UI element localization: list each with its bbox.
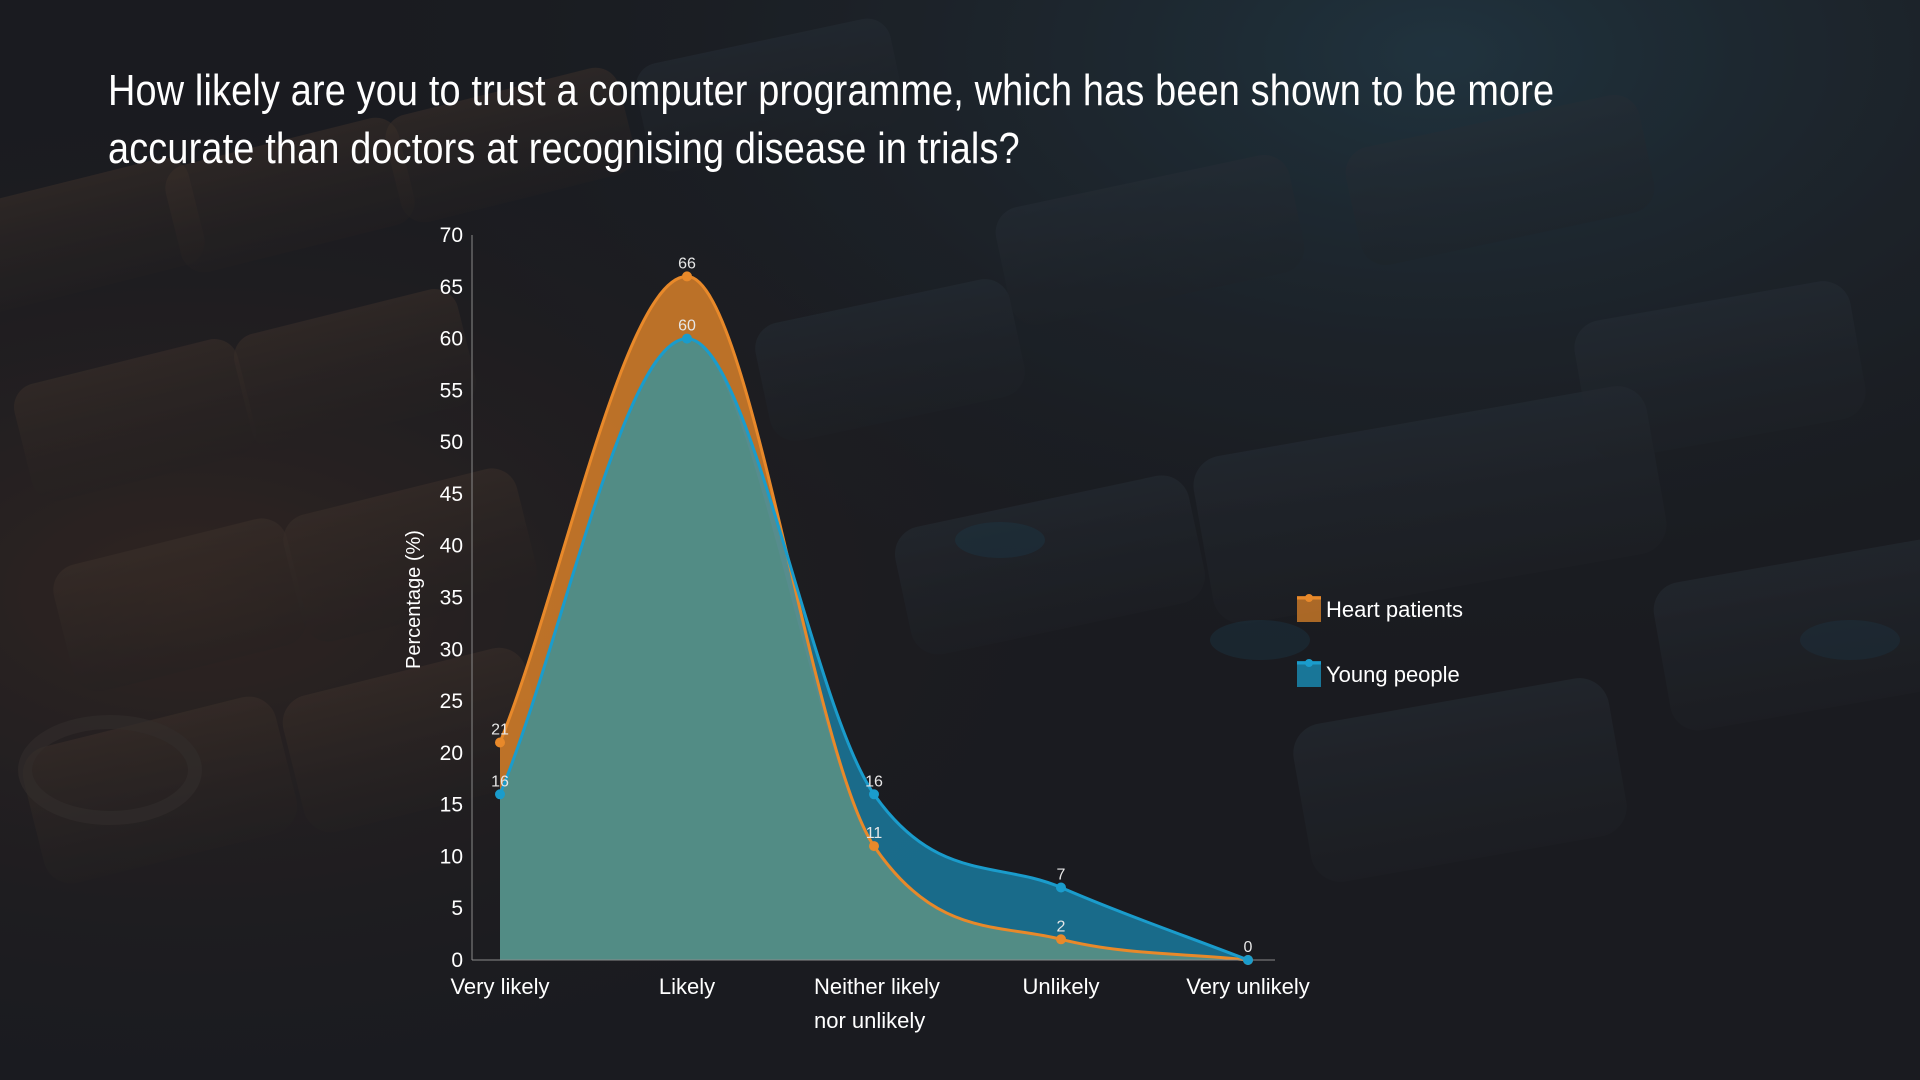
legend-label-young-people: Young people (1326, 662, 1460, 687)
data-point-young-people (1243, 955, 1253, 965)
legend-marker (1305, 594, 1313, 602)
x-tick-label: Likely (659, 974, 715, 999)
point-layer (495, 271, 1253, 965)
area-overlap (500, 338, 1248, 961)
blurred-keys (0, 18, 1920, 884)
data-label-young-people: 16 (491, 773, 509, 790)
data-point-young-people (1056, 882, 1066, 893)
y-tick-label: 25 (440, 690, 463, 713)
data-label-heart-patients: 2 (1057, 918, 1066, 935)
label-layer: 21 16 66 60 11 16 2 7 0 (491, 255, 1252, 956)
y-tick-label: 40 (440, 535, 463, 558)
data-point-heart-patients (869, 841, 879, 852)
y-axis-title: Percentage (%) (403, 530, 425, 669)
y-tick-label: 5 (451, 897, 463, 920)
y-tick-label: 20 (440, 742, 463, 765)
data-point-heart-patients (495, 737, 505, 748)
data-label-young-people: 16 (865, 773, 883, 790)
legend: Heart patients Young people (1297, 594, 1463, 687)
y-tick-label: 0 (451, 949, 463, 972)
data-point-heart-patients (1056, 934, 1066, 945)
x-tick-label: nor unlikely (814, 1008, 925, 1033)
data-label-young-people: 60 (678, 318, 696, 335)
data-point-young-people (495, 789, 505, 800)
x-tick-label: Very likely (450, 974, 549, 999)
y-tick-label: 10 (440, 845, 463, 868)
y-tick-label: 45 (440, 483, 463, 506)
y-tick-label: 30 (440, 638, 463, 661)
legend-marker (1305, 659, 1313, 667)
legend-label-heart-patients: Heart patients (1326, 597, 1463, 622)
y-tick-label: 65 (440, 276, 463, 299)
x-tick-label: Very unlikely (1186, 974, 1310, 999)
y-tick-label: 70 (440, 224, 463, 247)
y-tick-label: 55 (440, 379, 463, 402)
data-label-heart-patients: 66 (678, 255, 696, 272)
data-label-heart-patients: 11 (866, 825, 883, 842)
data-point-young-people (682, 333, 692, 344)
data-label: 0 (1244, 939, 1253, 956)
area-layer (498, 274, 1249, 962)
data-label-heart-patients: 21 (491, 722, 509, 739)
y-tick-label: 60 (440, 328, 463, 351)
data-point-young-people (869, 789, 879, 800)
series-line-young-people (498, 337, 1249, 962)
y-tick-label: 35 (440, 587, 463, 610)
y-tick-label: 15 (440, 794, 463, 817)
data-label-young-people: 7 (1057, 867, 1066, 884)
x-tick-label: Unlikely (1022, 974, 1099, 999)
chart-title: How likely are you to trust a computer p… (108, 66, 1555, 173)
x-tick-label: Neither likely (814, 974, 940, 999)
data-point-heart-patients (682, 271, 692, 282)
y-tick-label: 50 (440, 431, 463, 454)
